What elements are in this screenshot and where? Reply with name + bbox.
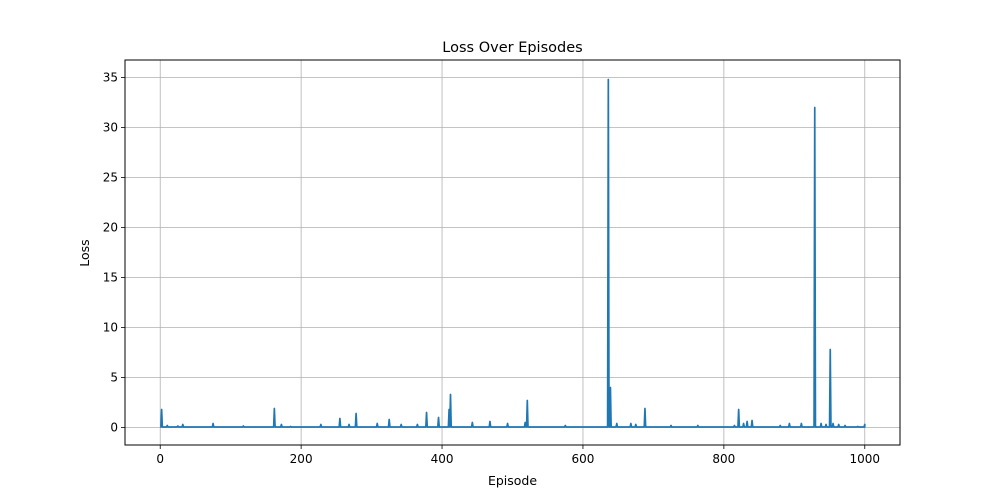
y-tick-label: 25: [103, 171, 118, 185]
y-tick-label: 5: [110, 371, 118, 385]
x-tick-label: 400: [431, 452, 454, 466]
x-tick-label: 600: [572, 452, 595, 466]
chart-title: Loss Over Episodes: [442, 40, 582, 56]
x-axis-label: Episode: [488, 473, 537, 488]
y-tick-label: 10: [103, 321, 118, 335]
x-tick-label: 0: [156, 452, 164, 466]
x-tick-label: 800: [712, 452, 735, 466]
y-tick-label: 20: [103, 221, 118, 235]
tick-layer: 0 200 400 600 800 1000 0 5 10 15 20 25 30 35: [103, 71, 880, 467]
y-axis-label: Loss: [77, 239, 92, 266]
x-tick-label: 1000: [849, 452, 880, 466]
grid-lines: [125, 60, 900, 445]
y-tick-label: 0: [110, 421, 118, 435]
y-tick-label: 15: [103, 271, 118, 285]
loss-series-line: [160, 78, 866, 428]
y-tick-label: 35: [103, 71, 118, 85]
plot-frame: [124, 59, 901, 446]
x-tick-label: 200: [290, 452, 313, 466]
series-layer: [160, 78, 866, 428]
y-tick-label: 30: [103, 121, 118, 135]
